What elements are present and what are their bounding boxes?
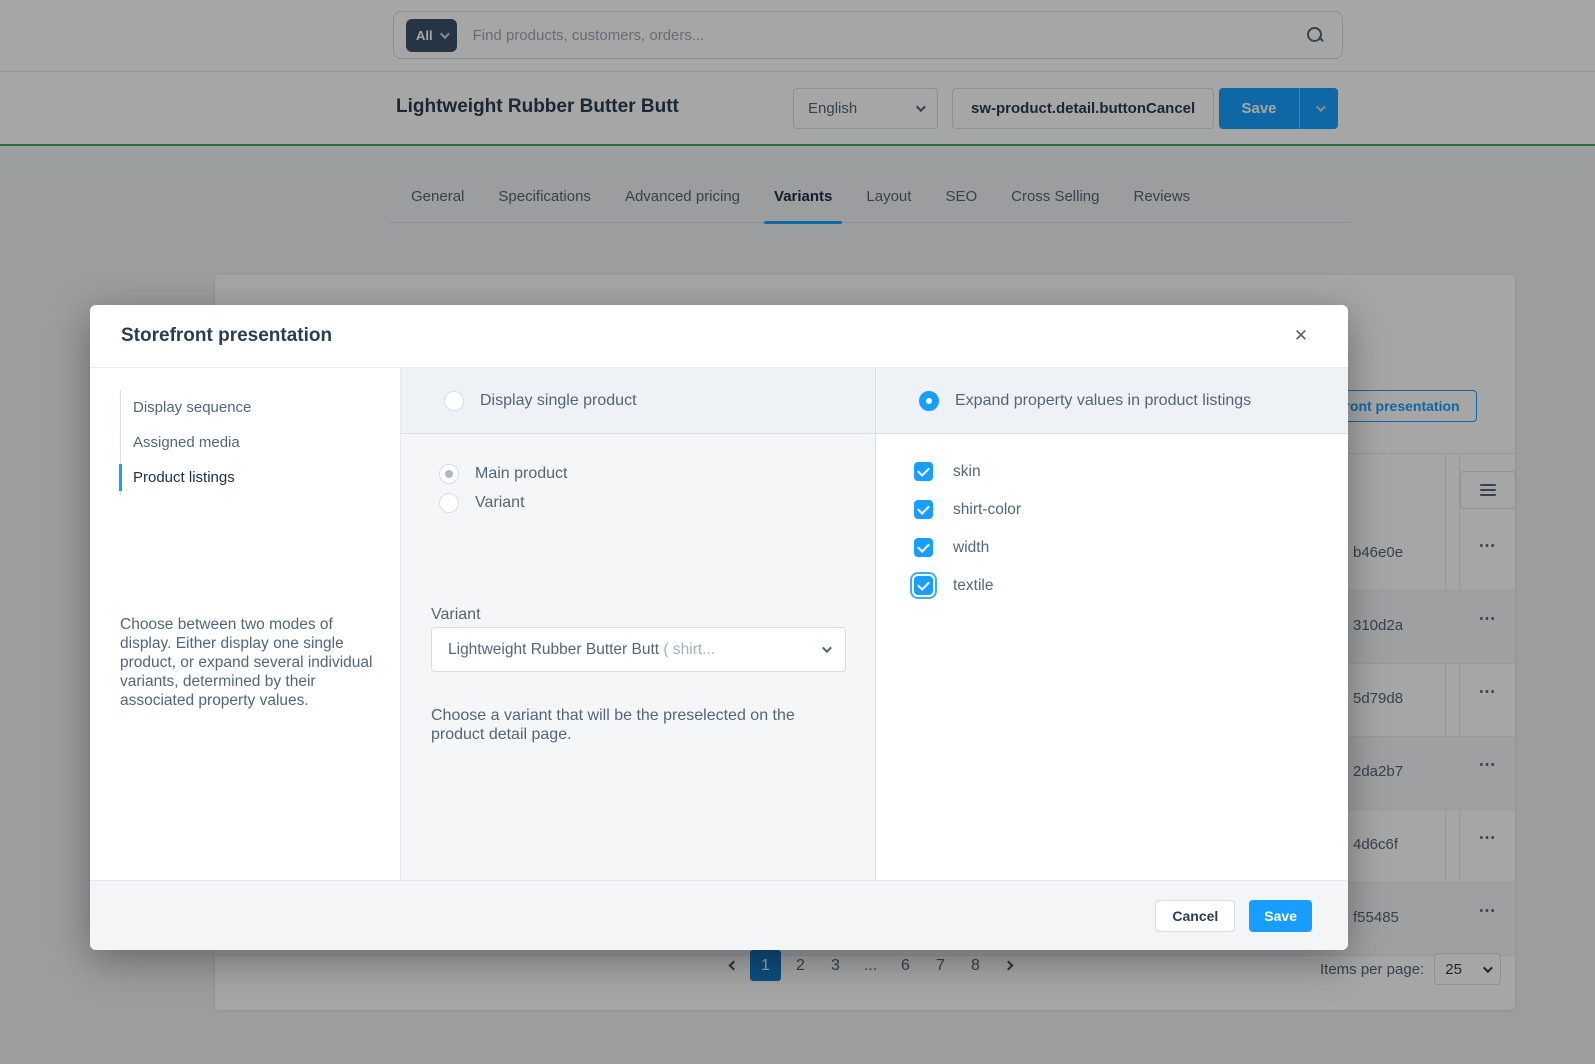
tab-seo[interactable]: SEO <box>945 188 978 205</box>
modal-nav: Display sequence Assigned media Product … <box>118 390 252 495</box>
tab-variants[interactable]: Variants <box>763 180 843 224</box>
cancel-button[interactable]: sw-product.detail.buttonCancel <box>952 88 1215 129</box>
display-single-product-radio[interactable] <box>444 390 464 411</box>
row-context-menu-icon[interactable]: ⋯ <box>1478 755 1498 774</box>
pagination-ellipsis: ... <box>863 956 878 974</box>
variant-id-fragment: 4d6c6f <box>1353 836 1399 853</box>
tab-advanced-pricing[interactable]: Advanced pricing <box>624 188 741 205</box>
close-icon[interactable]: ✕ <box>1287 322 1315 350</box>
search-scope-label: All <box>416 27 433 43</box>
main-product-radio[interactable] <box>439 464 459 484</box>
modal-body: Display sequence Assigned media Product … <box>90 368 1348 880</box>
variant-field-label: Variant <box>431 606 481 623</box>
variant-select-value: Lightweight Rubber Butter Butt <box>448 640 660 658</box>
items-per-page-value: 25 <box>1445 960 1462 978</box>
width-label: width <box>953 538 990 556</box>
language-select[interactable]: English <box>793 88 938 129</box>
row-context-menu-icon[interactable]: ⋯ <box>1478 609 1498 628</box>
expand-properties-column: Expand property values in product listin… <box>875 368 1348 880</box>
nav-item-assigned-media[interactable]: Assigned media <box>133 434 240 451</box>
variant-radio[interactable] <box>439 493 459 513</box>
pagination-page-3[interactable]: 3 <box>831 956 840 974</box>
variant-id-fragment: f55485 <box>1353 909 1399 926</box>
variant-id-fragment: b46e0e <box>1353 544 1404 561</box>
skin-label: skin <box>953 462 981 480</box>
grid-settings-button[interactable] <box>1460 471 1516 509</box>
variant-id-fragment: 2da2b7 <box>1353 763 1404 780</box>
property-row-shirt-color: shirt-color <box>914 500 1021 519</box>
global-search-input[interactable] <box>472 26 1306 44</box>
modal-cancel-button[interactable]: Cancel <box>1155 899 1236 932</box>
shirt-color-checkbox[interactable] <box>914 500 933 519</box>
global-search-bar[interactable]: All <box>393 11 1343 59</box>
variant-option: Variant <box>439 493 525 513</box>
save-button[interactable]: Save <box>1219 88 1299 129</box>
variant-helper-text: Choose a variant that will be the presel… <box>431 707 795 743</box>
storefront-presentation-modal: Storefront presentation ✕ Display sequen… <box>90 305 1348 950</box>
pagination: 1 2 3 ... 6 7 8 <box>720 950 1021 981</box>
row-context-menu-icon[interactable]: ⋯ <box>1478 682 1498 701</box>
tab-cross-selling[interactable]: Cross Selling <box>1011 188 1100 205</box>
shirt-color-label: shirt-color <box>953 500 1022 518</box>
width-checkbox[interactable] <box>914 538 933 557</box>
property-checkbox-list: skin shirt-color width textile <box>914 462 1021 595</box>
menu-icon <box>1480 484 1496 486</box>
chevron-down-icon <box>821 643 832 654</box>
property-row-skin: skin <box>914 462 1021 481</box>
property-row-width: width <box>914 538 1021 557</box>
tab-specifications[interactable]: Specifications <box>498 188 591 205</box>
tab-reviews[interactable]: Reviews <box>1133 188 1191 205</box>
items-per-page-select[interactable]: 25 <box>1434 953 1502 985</box>
variant-select[interactable]: Lightweight Rubber Butter Butt ( shirt..… <box>431 627 846 672</box>
items-per-page-label: Items per page: <box>1320 960 1425 978</box>
expand-properties-radio[interactable] <box>919 390 939 411</box>
language-select-value: English <box>808 100 858 117</box>
search-icon[interactable] <box>1306 26 1324 44</box>
save-split-button: Save <box>1219 88 1338 129</box>
nav-item-product-listings[interactable]: Product listings <box>118 460 251 495</box>
variant-select-value-muted: ( shirt... <box>663 640 716 658</box>
mode-description: Choose between two modes of display. Eit… <box>120 616 373 709</box>
row-context-menu-icon[interactable]: ⋯ <box>1478 828 1498 847</box>
tab-layout[interactable]: Layout <box>866 188 912 205</box>
single-product-option: Display single product <box>401 368 875 434</box>
pagination-page-6[interactable]: 6 <box>901 956 910 974</box>
main-product-label: Main product <box>475 465 568 482</box>
tab-general[interactable]: General <box>411 188 465 205</box>
single-product-column: Display single product Main product Vari… <box>400 368 875 880</box>
row-context-menu-icon[interactable]: ⋯ <box>1478 901 1498 920</box>
expand-properties-label: Expand property values in product listin… <box>955 391 1252 409</box>
top-bar: All <box>0 0 1595 72</box>
save-context-button[interactable] <box>1299 88 1338 129</box>
variant-id-fragment: 5d79d8 <box>1353 690 1404 707</box>
nav-item-display-sequence[interactable]: Display sequence <box>133 399 252 416</box>
single-product-settings: Main product Variant Variant Lightweight… <box>401 434 875 880</box>
modal-save-button[interactable]: Save <box>1249 899 1312 932</box>
skin-checkbox[interactable] <box>914 462 933 481</box>
main-product-option: Main product <box>439 464 568 484</box>
row-context-menu-icon[interactable]: ⋯ <box>1478 536 1498 555</box>
textile-checkbox[interactable] <box>914 576 933 595</box>
product-tabs: General Specifications Advanced pricing … <box>390 180 1350 224</box>
pagination-page-8[interactable]: 8 <box>971 956 980 974</box>
variant-id-fragment: 310d2a <box>1353 617 1404 634</box>
search-scope-button[interactable]: All <box>406 18 457 52</box>
modal-header: Storefront presentation ✕ <box>90 305 1348 368</box>
pagination-page-1[interactable]: 1 <box>750 950 781 981</box>
modal-footer: Cancel Save <box>90 880 1348 950</box>
page-title: Lightweight Rubber Butter Butt <box>396 96 679 117</box>
property-row-textile: textile <box>914 576 1021 595</box>
pagination-page-7[interactable]: 7 <box>936 956 945 974</box>
textile-label: textile <box>953 576 994 594</box>
modal-sidebar: Display sequence Assigned media Product … <box>90 368 400 880</box>
grid-column-divider <box>1445 453 1446 947</box>
display-single-product-label: Display single product <box>480 391 637 409</box>
expand-properties-option: Expand property values in product listin… <box>876 368 1348 434</box>
items-per-page: Items per page: 25 <box>1320 953 1502 985</box>
modal-title: Storefront presentation <box>121 325 333 346</box>
variant-option-label: Variant <box>475 494 525 511</box>
grid-column-divider <box>1459 453 1460 947</box>
pagination-page-2[interactable]: 2 <box>796 956 805 974</box>
